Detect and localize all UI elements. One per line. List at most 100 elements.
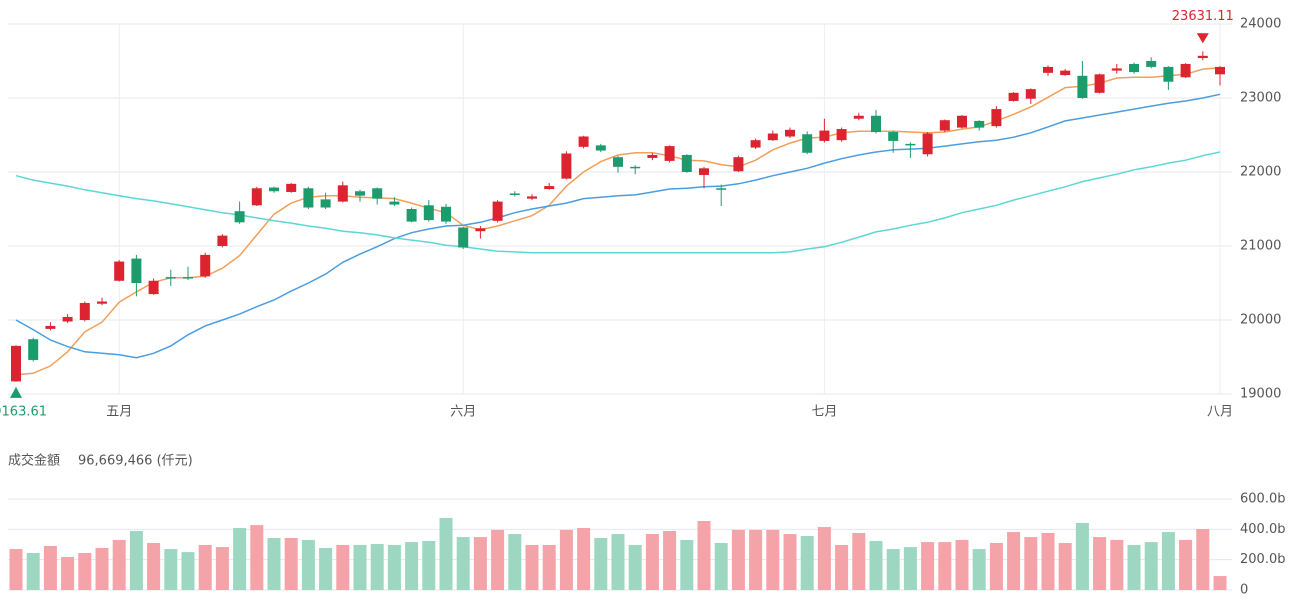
candle-body [509,193,520,195]
volume-bar [95,547,109,590]
volume-bar [215,547,229,590]
candle-body [423,205,434,221]
candle-body [802,134,813,153]
volume-bar [1075,522,1089,590]
volume-bar [439,517,453,590]
volume-bar [628,544,642,590]
y-tick-label: 22000 [1240,165,1281,180]
candle-body [234,211,245,223]
candle-body [681,154,692,172]
candle-body [406,209,417,222]
volume-bar [835,544,849,590]
x-tick-label: 六月 [450,405,476,420]
volume-bar [112,539,126,590]
volume-bar [525,544,539,590]
volume-bar [78,552,92,590]
candle-body [1163,66,1174,82]
volume-bar [1024,537,1038,590]
volume-bar [783,534,797,590]
volume-bar [731,529,745,590]
volume-bar [405,542,419,590]
candle-body [664,146,675,161]
x-tick-label: 七月 [811,405,837,420]
volume-bar [611,534,625,590]
high-label: 23631.11 [1172,9,1234,24]
candle-body [819,130,830,141]
volume-bar [456,537,470,590]
volume-bar [1058,542,1072,590]
y-tick-label: 24000 [1240,17,1281,32]
volume-bar [1127,544,1141,590]
candle-body [767,133,778,141]
candle-body [544,186,555,190]
volume-bar [1007,532,1021,590]
volume-bar [250,525,264,590]
candle-body [183,277,193,279]
candle-body [527,196,537,199]
candle-body [79,302,90,320]
candle-body [441,206,451,222]
volume-bar [972,549,986,590]
volume-bar [697,520,711,590]
volume-bar [491,529,505,590]
volume-bar [766,529,780,590]
volume-bar [594,537,608,590]
candle-body [1111,68,1122,71]
volume-bar [1196,529,1210,590]
volume-bar [852,532,866,590]
candle-body [1043,66,1053,73]
candle-body [613,157,623,167]
volume-bar [1041,532,1055,590]
candle-body [1180,63,1191,78]
x-tick-label: 五月 [106,405,132,420]
volume-bar [714,542,728,590]
y-tick-label: 0 [1240,583,1248,598]
volume-bar [938,542,952,590]
volume-bar [869,541,883,590]
y-tick-label: 400.0b [1240,522,1285,537]
volume-bar [577,527,591,590]
candle-body [1215,66,1225,75]
candle-body [578,136,589,147]
volume-bar [267,537,281,590]
candle-body [647,154,658,158]
candle-body [630,166,641,169]
candle-body [355,191,365,196]
candle-body [1197,55,1208,59]
candle-body [699,168,709,175]
candle-body [97,301,107,304]
volume-bar [353,544,367,590]
candle-body [974,120,985,128]
volume-title: 成交金額 [8,453,60,469]
candle-body [871,115,881,133]
volume-bar [147,542,161,590]
candle-body [595,145,606,151]
volume-bar [1213,576,1227,590]
volume-bar [319,547,333,590]
candle-body [11,345,21,382]
volume-bar [336,544,350,590]
candle-body [853,115,864,119]
volume-bar [1161,532,1175,590]
candle-body [905,143,916,146]
candle-body [1008,92,1019,101]
y-tick-label: 200.0b [1240,552,1285,567]
volume-bar [1110,539,1124,590]
candle-body [114,261,125,281]
volume-bar [903,547,917,590]
y-tick-label: 23000 [1240,91,1281,106]
y-tick-label: 19000 [1240,387,1281,402]
candle-body [1060,70,1071,76]
y-tick-label: 600.0b [1240,492,1285,507]
volume-bar [181,552,195,590]
candle-body [957,115,967,128]
candle-body [28,339,39,360]
candle-body [62,317,73,322]
volume-bar [61,556,75,590]
volume-bar [749,529,763,590]
candle-body [750,140,761,148]
ma-line [15,66,1221,376]
volume-bar [645,534,659,590]
candle-body [733,157,744,172]
candle-body [217,235,228,246]
